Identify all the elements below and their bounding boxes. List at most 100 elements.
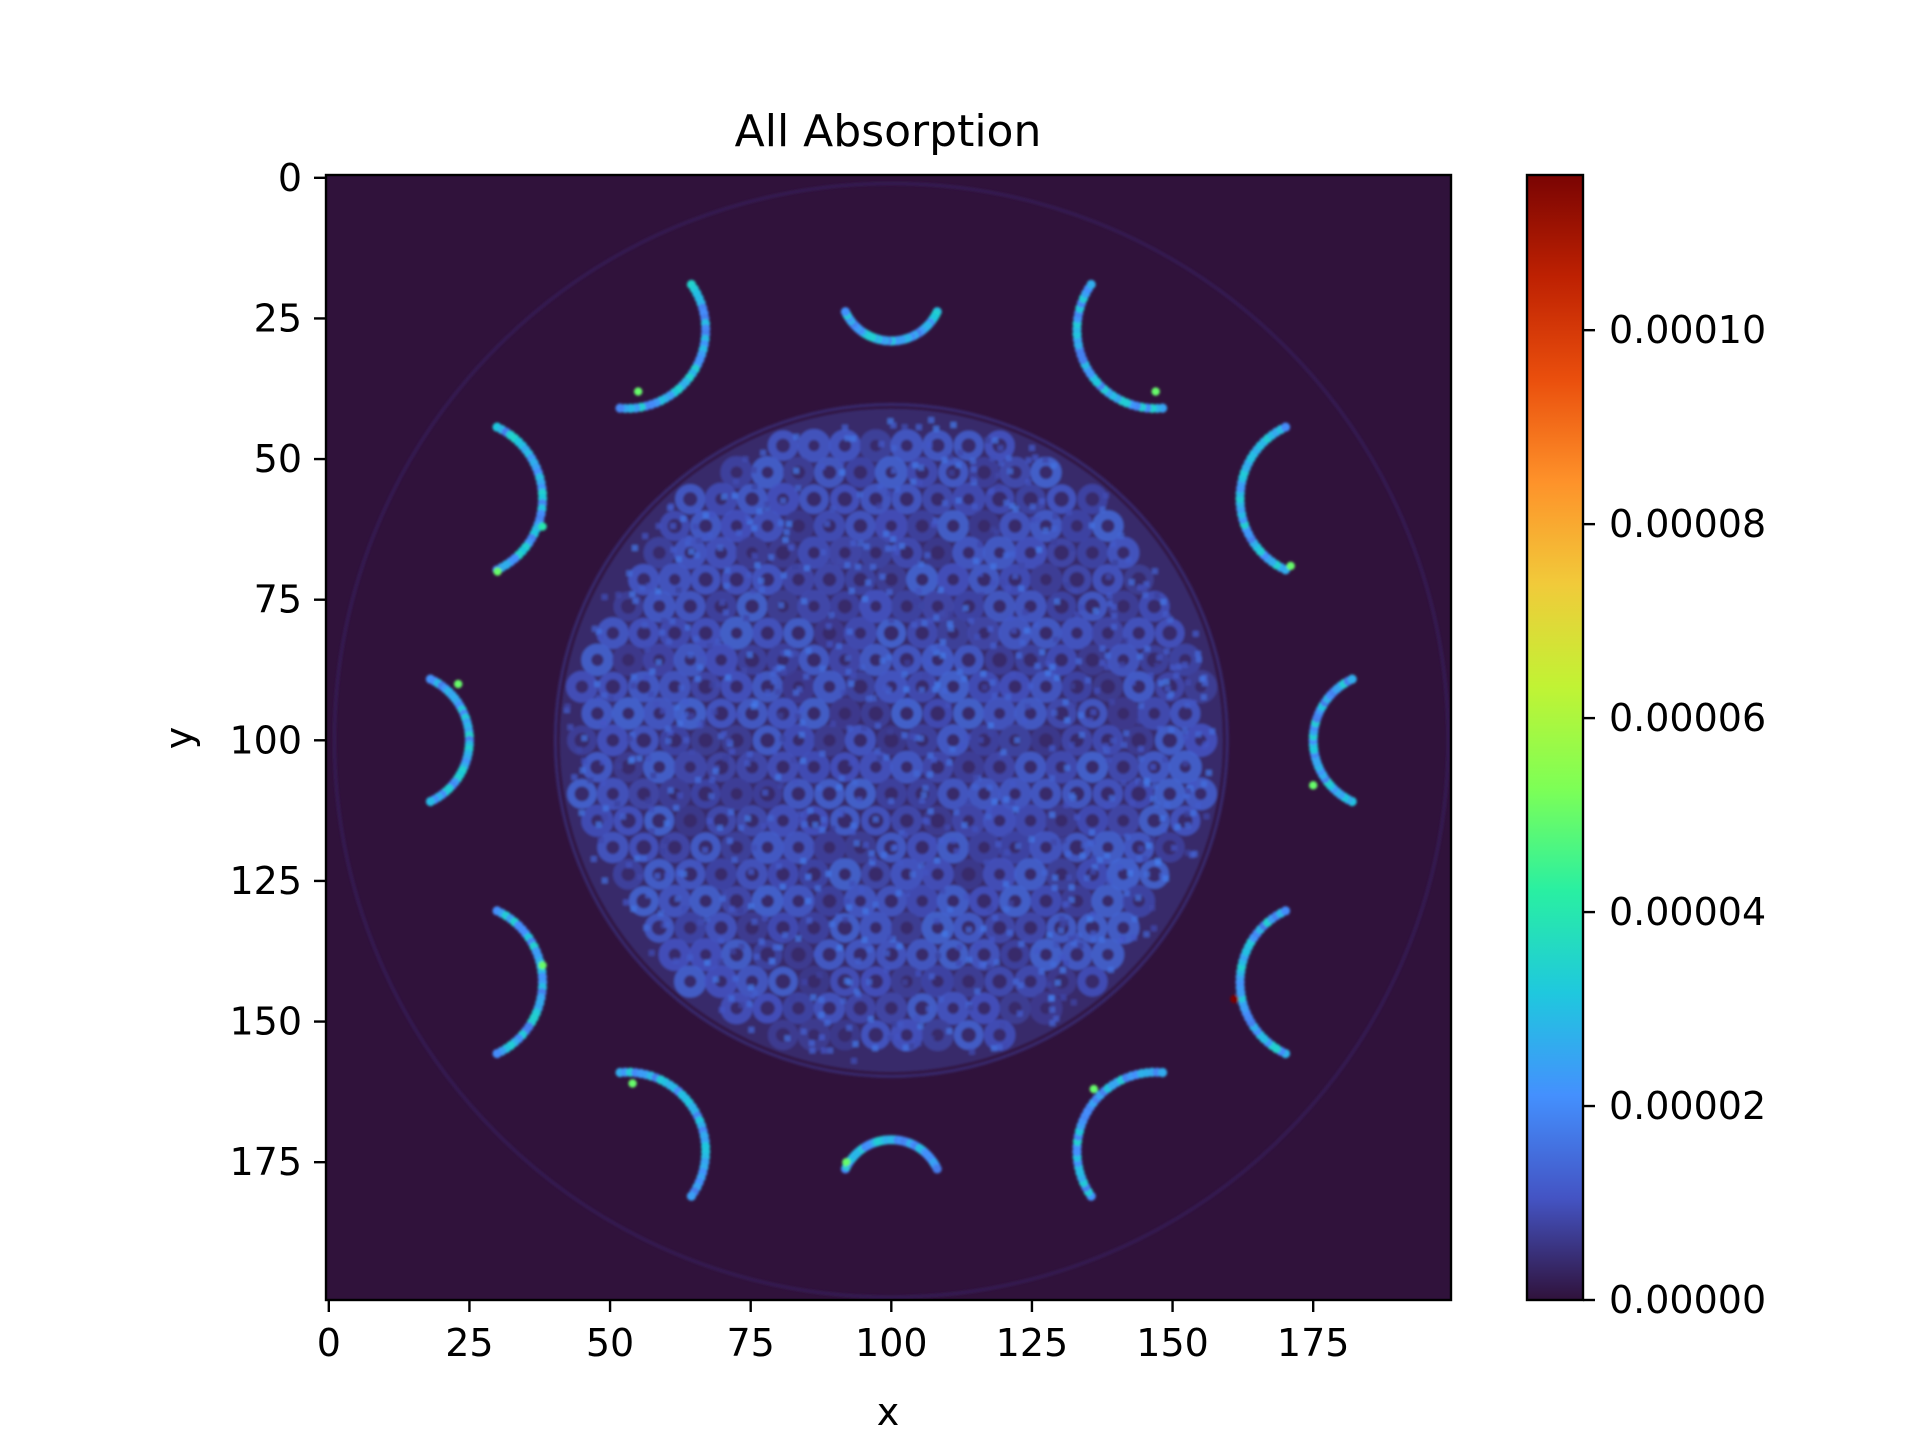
speckle — [807, 807, 814, 814]
lattice-cell — [891, 805, 923, 837]
speckle — [680, 870, 687, 877]
speckle — [704, 959, 711, 966]
lattice-cell — [736, 698, 768, 729]
lattice-cell — [1170, 805, 1201, 836]
speckle — [797, 811, 804, 818]
lattice-cell — [999, 992, 1031, 1024]
speckle — [787, 651, 794, 658]
speckle — [706, 531, 713, 538]
speckle — [581, 735, 588, 742]
speckle — [969, 477, 976, 484]
speckle — [850, 1057, 857, 1064]
lattice-cell — [767, 751, 799, 783]
lattice-cell — [1046, 591, 1077, 622]
speckle — [723, 582, 730, 589]
speckle — [1200, 694, 1207, 701]
speckle — [670, 522, 677, 529]
speckle — [630, 673, 637, 680]
speckle — [708, 511, 715, 518]
lattice-cell — [937, 884, 970, 918]
lattice-cell — [845, 939, 876, 971]
speckle — [614, 800, 621, 807]
speckle — [918, 687, 925, 694]
lattice-cell — [813, 831, 846, 864]
speckle — [1070, 939, 1077, 946]
speckle — [989, 580, 996, 587]
speckle — [1117, 864, 1124, 871]
lattice-cell — [1092, 671, 1123, 702]
speckle — [1138, 780, 1145, 787]
lattice-cell — [659, 832, 691, 863]
speckle — [734, 712, 741, 719]
hot-spot — [1308, 781, 1318, 790]
y-tick-label: 175 — [229, 1140, 302, 1184]
speckle — [1079, 604, 1086, 611]
speckle — [801, 598, 808, 605]
speckle — [738, 1002, 745, 1009]
speckle — [1209, 728, 1216, 735]
speckle — [879, 573, 886, 580]
speckle — [1036, 546, 1043, 553]
lattice-cell — [613, 591, 644, 622]
speckle — [887, 728, 894, 735]
lattice-cell — [982, 857, 1017, 891]
speckle — [987, 626, 994, 633]
speckle — [1201, 743, 1208, 750]
lattice-cell — [938, 457, 969, 488]
speckle — [777, 712, 784, 719]
speckle — [944, 824, 951, 831]
speckle — [676, 720, 683, 727]
lattice-cell — [859, 589, 893, 623]
speckle — [742, 456, 749, 463]
speckle — [946, 1028, 953, 1035]
speckle — [839, 469, 846, 476]
lattice-cell — [782, 992, 815, 1025]
speckle — [853, 840, 860, 847]
speckle — [898, 543, 905, 550]
speckle — [758, 891, 765, 898]
speckle — [1059, 967, 1066, 974]
heatmap-marks — [332, 181, 1450, 1299]
speckle — [1073, 933, 1080, 940]
speckle — [922, 672, 929, 679]
speckle — [722, 609, 729, 616]
speckle — [862, 596, 869, 603]
x-axis-label: x — [877, 1390, 900, 1434]
speckle — [989, 679, 996, 686]
speckle — [1090, 855, 1097, 862]
speckle — [872, 901, 879, 908]
speckle — [1079, 852, 1086, 859]
speckle — [950, 421, 957, 428]
speckle — [694, 783, 701, 790]
speckle — [1052, 874, 1059, 881]
speckle — [689, 748, 696, 755]
lattice-cell — [906, 563, 939, 596]
speckle — [972, 826, 979, 833]
speckle — [1129, 799, 1136, 806]
speckle — [753, 953, 760, 960]
lattice-cell — [597, 724, 629, 757]
speckle — [932, 517, 939, 524]
speckle — [806, 917, 813, 924]
speckle — [947, 906, 954, 913]
speckle — [989, 455, 996, 462]
speckle — [997, 445, 1004, 452]
speckle — [1128, 867, 1135, 874]
speckle — [874, 747, 881, 754]
lattice-cell — [799, 484, 829, 515]
colorbar-tick-label: 0.00000 — [1609, 1278, 1766, 1322]
speckle — [798, 706, 805, 713]
lattice-cell — [1045, 750, 1078, 784]
speckle — [1099, 645, 1106, 652]
speckle — [688, 548, 695, 555]
speckle — [916, 479, 923, 486]
speckle — [1062, 699, 1069, 706]
speckle — [666, 638, 673, 645]
lattice-cell — [999, 510, 1031, 542]
speckle — [1067, 649, 1074, 656]
lattice-cell — [984, 966, 1015, 997]
speckle — [793, 650, 800, 657]
lattice-cell — [628, 778, 660, 810]
speckle — [886, 589, 893, 596]
lattice-cell — [968, 510, 1001, 542]
